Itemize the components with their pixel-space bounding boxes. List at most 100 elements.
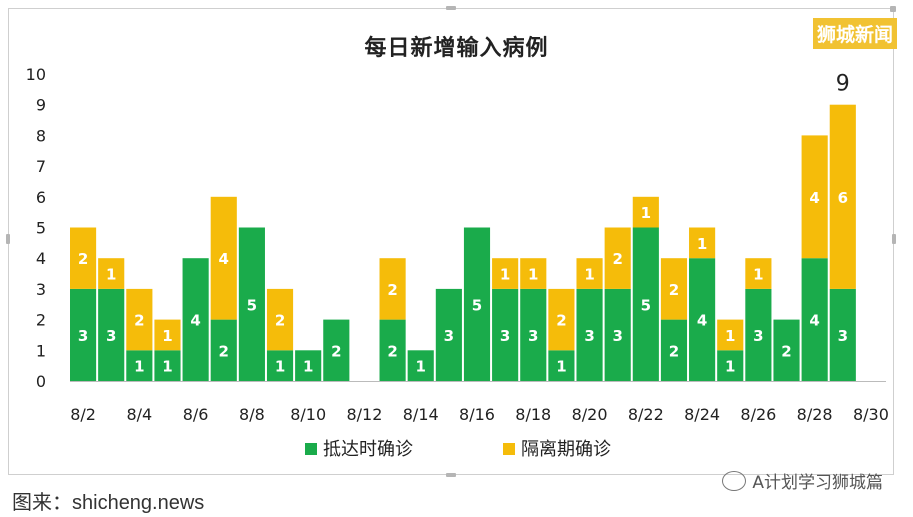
y-tick-label: 6 (36, 188, 46, 207)
bar-segment-quarantine (829, 104, 856, 289)
data-label: 1 (303, 358, 313, 376)
data-label: 1 (641, 204, 651, 222)
x-tick-label: 8/4 (126, 405, 152, 424)
bar-segment-quarantine (154, 319, 181, 351)
bar-segment-quarantine (745, 258, 772, 289)
resize-handle-top[interactable] (446, 6, 456, 10)
resize-handle-right[interactable] (892, 234, 896, 244)
watermark-text: A计划学习狮城篇 (752, 473, 883, 493)
data-label: 2 (134, 312, 144, 330)
bar-segment-arrival (520, 288, 547, 381)
bar-segment-arrival (492, 288, 519, 381)
data-label: 3 (838, 327, 848, 345)
resize-handle-corner[interactable] (890, 6, 896, 12)
x-tick-label: 8/20 (572, 405, 608, 424)
bar-segment-arrival (435, 288, 462, 381)
bar-segment-arrival (717, 350, 744, 381)
data-label: 1 (500, 266, 510, 284)
data-label: 1 (556, 358, 566, 376)
legend-swatch (305, 443, 317, 455)
bar-segment-quarantine (98, 258, 125, 289)
bar-segment-arrival (238, 227, 265, 381)
bar-segment-quarantine (126, 288, 153, 351)
bar-segment-arrival (379, 319, 406, 381)
data-label: 2 (387, 342, 397, 360)
x-tick-label: 8/18 (515, 405, 551, 424)
y-tick-label: 8 (36, 126, 46, 145)
data-label: 1 (162, 358, 172, 376)
y-tick-label: 2 (36, 311, 46, 330)
bar-segment-arrival (70, 288, 97, 381)
data-label: 2 (331, 342, 341, 360)
bar-segment-arrival (407, 350, 434, 381)
data-label: 5 (247, 296, 257, 314)
bar-segment-quarantine (266, 288, 294, 351)
x-tick-label: 8/28 (797, 405, 833, 424)
y-tick-label: 5 (36, 219, 46, 238)
data-label: 1 (584, 266, 594, 284)
bar-segment-arrival (576, 288, 603, 381)
data-label: 3 (528, 327, 538, 345)
bar-segment-arrival (295, 350, 322, 381)
resize-handle-bottom[interactable] (446, 473, 456, 477)
bar-segment-arrival (689, 258, 716, 381)
bar-segment-arrival (266, 350, 294, 381)
bar-segment-quarantine (492, 258, 519, 289)
bar-segment-quarantine (660, 258, 688, 320)
x-tick-label: 8/26 (740, 405, 776, 424)
data-label: 3 (106, 327, 116, 345)
x-tick-label: 8/16 (459, 405, 495, 424)
data-label: 1 (753, 266, 763, 284)
bar-segment-arrival (182, 258, 209, 381)
bar-segment-arrival (660, 319, 688, 381)
source-credit: 图来：shicheng.news (12, 492, 205, 514)
chat-bubble-icon (722, 470, 747, 491)
bar-segment-arrival (126, 350, 153, 381)
data-label: 1 (697, 235, 707, 253)
data-label: 3 (753, 327, 763, 345)
bar-segment-quarantine (520, 258, 547, 289)
data-label: 2 (78, 250, 88, 268)
x-tick-label: 8/12 (346, 405, 382, 424)
bar-segment-arrival (801, 258, 828, 381)
y-tick-label: 0 (36, 372, 46, 391)
data-label: 2 (781, 342, 791, 360)
legend-label: 隔离期确诊 (521, 439, 611, 460)
y-tick-label: 9 (36, 96, 46, 115)
brand-label: 狮城新闻 (812, 18, 897, 49)
chart-title: 每日新增输入病例 (364, 36, 549, 61)
x-tick-label: 8/24 (684, 405, 720, 424)
bar-segment-quarantine (576, 258, 603, 289)
y-tick-label: 10 (26, 65, 46, 84)
data-label: 5 (472, 296, 482, 314)
x-tick-label: 8/14 (403, 405, 439, 424)
y-tick-label: 7 (36, 157, 46, 176)
bar-segment-arrival (829, 288, 856, 381)
bar-segment-arrival (463, 227, 491, 381)
data-label: 1 (416, 358, 426, 376)
data-label: 1 (162, 327, 172, 345)
y-tick-label: 3 (36, 280, 46, 299)
data-label: 2 (275, 312, 285, 330)
x-tick-label: 8/30 (853, 405, 889, 424)
data-label: 3 (612, 327, 622, 345)
data-label: 3 (78, 327, 88, 345)
y-tick-label: 1 (36, 341, 46, 360)
bar-segment-arrival (323, 319, 350, 381)
data-label: 4 (219, 250, 229, 268)
data-label: 1 (528, 266, 538, 284)
resize-handle-left[interactable] (6, 234, 10, 244)
total-annotation: 9 (836, 72, 850, 97)
data-label: 1 (106, 266, 116, 284)
bar-segment-quarantine (70, 227, 97, 289)
data-label: 4 (809, 312, 819, 330)
data-label: 2 (219, 342, 229, 360)
bar-segment-arrival (632, 227, 659, 381)
data-label: 3 (444, 327, 454, 345)
bar-segment-arrival (773, 319, 800, 381)
bar-segment-quarantine (604, 227, 631, 289)
data-label: 5 (641, 296, 651, 314)
x-tick-label: 8/10 (290, 405, 326, 424)
data-label: 1 (725, 358, 735, 376)
